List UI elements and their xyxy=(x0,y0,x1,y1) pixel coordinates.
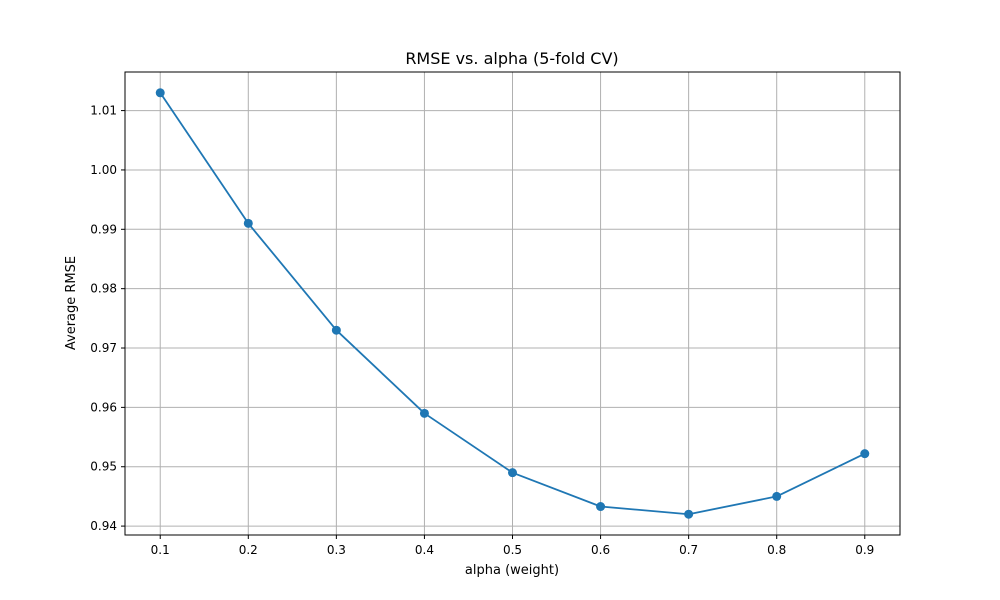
series-rmse xyxy=(155,88,870,519)
data-point xyxy=(508,468,517,478)
data-point xyxy=(243,218,253,228)
x-tick-label: 0.3 xyxy=(327,543,346,557)
x-tick-label: 0.4 xyxy=(415,543,434,557)
y-axis-label: Average RMSE xyxy=(64,256,79,350)
x-tick-label: 0.8 xyxy=(767,543,786,557)
y-tick-label: 0.98 xyxy=(90,282,117,296)
data-point xyxy=(596,502,606,512)
data-point xyxy=(684,509,694,519)
x-tick-label: 0.7 xyxy=(679,543,698,557)
y-tick-label: 1.01 xyxy=(90,104,117,118)
y-tick-label: 0.99 xyxy=(90,222,117,236)
y-axis: 0.94 0.95 0.96 0.97 0.98 0.99 1.00 1.01 xyxy=(90,104,125,533)
x-tick-label: 0.6 xyxy=(591,543,610,557)
x-tick-label: 0.9 xyxy=(855,543,874,557)
data-point xyxy=(331,325,341,335)
y-tick-label: 1.00 xyxy=(90,163,117,177)
y-tick-label: 0.97 xyxy=(90,341,117,355)
grid xyxy=(125,72,900,535)
data-point xyxy=(419,408,429,418)
x-tick-label: 0.1 xyxy=(151,543,170,557)
chart-title: RMSE vs. alpha (5-fold CV) xyxy=(405,49,618,68)
x-axis: 0.1 0.2 0.3 0.4 0.5 0.6 0.7 0.8 0.9 xyxy=(151,535,874,557)
data-point xyxy=(772,491,782,501)
x-tick-label: 0.5 xyxy=(503,543,522,557)
x-axis-label: alpha (weight) xyxy=(465,563,559,578)
y-tick-label: 0.96 xyxy=(90,400,117,414)
data-point xyxy=(860,449,870,459)
y-tick-label: 0.94 xyxy=(90,519,117,533)
y-tick-label: 0.95 xyxy=(90,460,117,474)
x-tick-label: 0.2 xyxy=(239,543,258,557)
data-point xyxy=(155,88,165,98)
